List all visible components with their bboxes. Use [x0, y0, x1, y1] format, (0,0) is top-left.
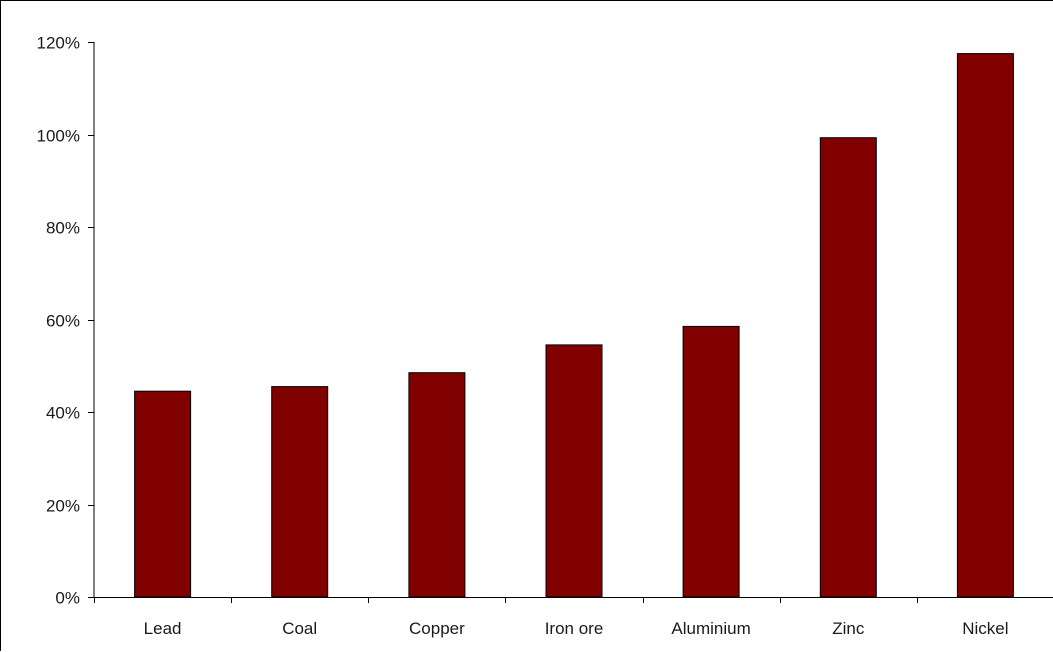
- x-tick-label: Coal: [282, 619, 317, 638]
- x-tick-label: Nickel: [962, 619, 1008, 638]
- y-tick-label: 0%: [55, 589, 80, 608]
- y-tick-label: 80%: [46, 219, 80, 238]
- x-axis: Lead Coal Copper Iron ore Aluminium Zinc Nicke…: [94, 597, 1053, 638]
- bar-iron-ore: [545, 344, 603, 598]
- x-tick-label: Zinc: [832, 619, 865, 638]
- y-tick-label: 60%: [46, 312, 80, 331]
- y-tick-label: 40%: [46, 404, 80, 423]
- x-tick-label: Copper: [409, 619, 465, 638]
- y-tick-label: 120%: [37, 34, 80, 53]
- y-tick-label: 100%: [37, 127, 80, 146]
- x-tick-label: Lead: [144, 619, 182, 638]
- y-tick-label: 20%: [46, 497, 80, 516]
- y-axis: 0% 20% 40% 60% 80% 100% 120%: [37, 34, 95, 608]
- x-tick-label: Aluminium: [671, 619, 750, 638]
- bar-aluminium: [682, 325, 740, 598]
- x-tick-label: Iron ore: [545, 619, 604, 638]
- bar-nickel: [956, 53, 1014, 598]
- bars: [134, 53, 1014, 598]
- bar-coal: [271, 386, 329, 598]
- bar-zinc: [819, 137, 877, 598]
- bar-lead: [134, 390, 192, 598]
- bar-copper: [408, 372, 466, 598]
